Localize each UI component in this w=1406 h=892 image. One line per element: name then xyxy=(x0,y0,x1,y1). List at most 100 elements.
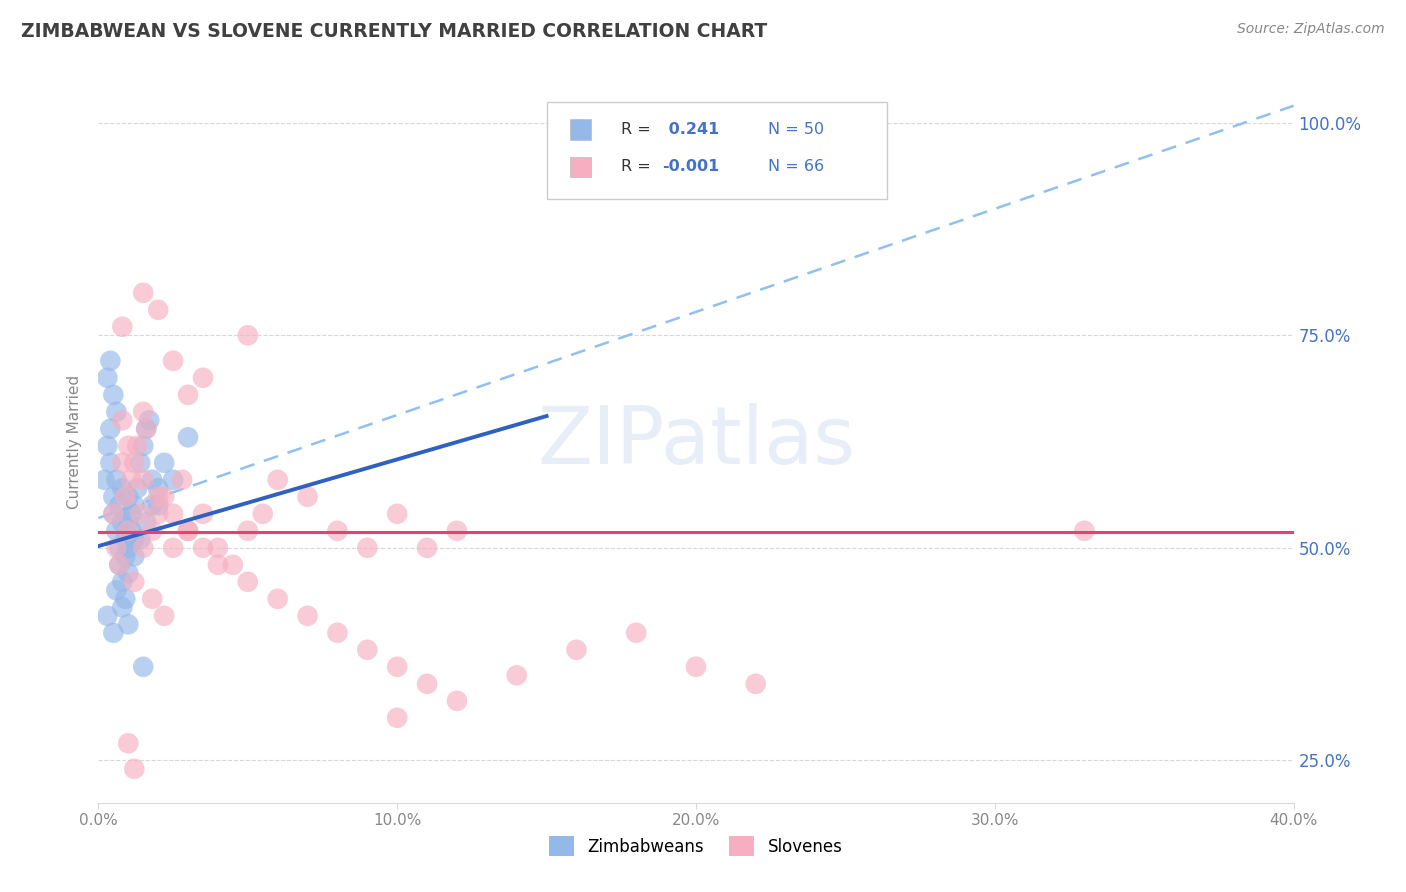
Point xyxy=(127,481,149,495)
Point xyxy=(103,507,125,521)
Point xyxy=(148,498,170,512)
Point xyxy=(685,660,707,674)
Point xyxy=(124,549,146,564)
Point xyxy=(98,422,122,436)
Point xyxy=(117,524,139,538)
Point xyxy=(132,405,155,419)
Point xyxy=(111,481,134,495)
Point xyxy=(148,507,170,521)
Point xyxy=(356,642,378,657)
Point xyxy=(153,456,176,470)
Point xyxy=(141,473,163,487)
Point xyxy=(114,490,136,504)
Point xyxy=(114,533,136,547)
Text: 0.241: 0.241 xyxy=(662,122,718,136)
Point xyxy=(446,694,468,708)
Text: R =: R = xyxy=(620,122,655,136)
Point xyxy=(103,625,125,640)
Text: R =: R = xyxy=(620,160,655,175)
Point xyxy=(124,762,146,776)
Point xyxy=(172,473,194,487)
Point xyxy=(148,302,170,317)
Point xyxy=(129,456,152,470)
Point xyxy=(1073,524,1095,538)
Point xyxy=(111,574,134,589)
Point xyxy=(191,371,214,385)
Point xyxy=(207,541,229,555)
Point xyxy=(191,541,214,555)
Point xyxy=(297,608,319,623)
Point xyxy=(124,456,146,470)
Point xyxy=(138,413,160,427)
Point xyxy=(745,677,768,691)
Point xyxy=(177,524,200,538)
Point xyxy=(141,591,163,606)
Point xyxy=(105,583,128,598)
Point xyxy=(446,524,468,538)
Point xyxy=(162,353,184,368)
Point xyxy=(385,660,409,674)
Point xyxy=(236,574,259,589)
Point xyxy=(98,353,122,368)
Point xyxy=(252,507,274,521)
Point xyxy=(191,507,214,521)
Point xyxy=(98,456,122,470)
Point xyxy=(108,541,131,555)
Point xyxy=(103,507,125,521)
Point xyxy=(129,507,152,521)
Point xyxy=(177,388,200,402)
Point xyxy=(124,533,146,547)
Point xyxy=(177,430,200,444)
Text: ZIMBABWEAN VS SLOVENE CURRENTLY MARRIED CORRELATION CHART: ZIMBABWEAN VS SLOVENE CURRENTLY MARRIED … xyxy=(21,22,768,41)
Point xyxy=(132,660,155,674)
Bar xyxy=(571,120,591,139)
Point xyxy=(105,405,128,419)
Point xyxy=(111,600,134,615)
Point xyxy=(153,490,176,504)
Point xyxy=(416,541,439,555)
Point xyxy=(153,608,176,623)
Point xyxy=(114,591,136,606)
Text: N = 50: N = 50 xyxy=(768,122,824,136)
Point xyxy=(236,524,259,538)
Point xyxy=(108,498,131,512)
Point xyxy=(103,490,125,504)
Point xyxy=(117,541,139,555)
Point xyxy=(506,668,529,682)
Text: Source: ZipAtlas.com: Source: ZipAtlas.com xyxy=(1237,22,1385,37)
Point xyxy=(162,541,184,555)
Point xyxy=(162,473,184,487)
Point xyxy=(103,388,125,402)
Point xyxy=(117,736,139,750)
Point xyxy=(108,558,131,572)
Point xyxy=(117,617,139,632)
Point xyxy=(135,422,157,436)
Point xyxy=(96,439,118,453)
Point xyxy=(385,507,409,521)
Point xyxy=(124,574,146,589)
Point xyxy=(93,473,115,487)
Point xyxy=(120,524,142,538)
Point xyxy=(141,498,163,512)
Point xyxy=(108,558,131,572)
Point xyxy=(129,533,152,547)
Point xyxy=(111,319,134,334)
Point xyxy=(416,677,439,691)
Point xyxy=(117,490,139,504)
Point xyxy=(105,473,128,487)
Point xyxy=(626,625,648,640)
Point xyxy=(177,524,200,538)
Point xyxy=(124,498,146,512)
Point xyxy=(117,566,139,581)
Point xyxy=(148,481,170,495)
Y-axis label: Currently Married: Currently Married xyxy=(67,375,83,508)
Point xyxy=(267,473,290,487)
Point xyxy=(148,490,170,504)
Point xyxy=(96,371,118,385)
Point xyxy=(117,516,139,530)
Point xyxy=(114,549,136,564)
Point xyxy=(297,490,319,504)
Point xyxy=(105,524,128,538)
Point xyxy=(96,608,118,623)
Text: ZIPatlas: ZIPatlas xyxy=(537,402,855,481)
